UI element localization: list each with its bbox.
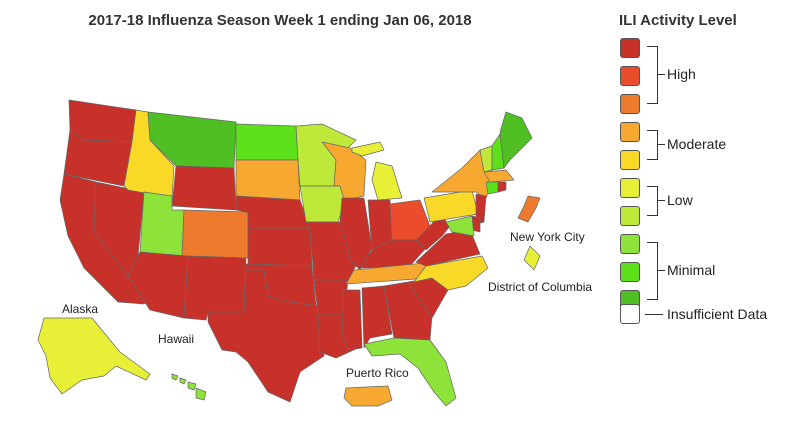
legend-tick-moderate — [657, 144, 665, 145]
state-NM[interactable] — [183, 255, 247, 321]
state-IA[interactable] — [299, 185, 347, 223]
state-AZ[interactable] — [127, 251, 189, 319]
legend-swatch-level-2 — [620, 262, 640, 282]
state-MA[interactable] — [483, 169, 515, 183]
state-CT[interactable] — [485, 181, 499, 195]
legend-tick-minimal — [657, 270, 665, 271]
legend-tick-insufficient — [645, 314, 663, 315]
legend-tick-low — [657, 200, 665, 201]
legend-swatch-level-7 — [620, 122, 640, 142]
legend-title: ILI Activity Level — [619, 12, 737, 29]
state-ME[interactable] — [499, 111, 533, 169]
legend-bracket-high — [647, 46, 658, 104]
state-AK[interactable] — [37, 317, 151, 395]
label-alaska: Alaska — [62, 302, 99, 316]
label-hawaii: Hawaii — [158, 332, 195, 346]
legend-bracket-low — [647, 186, 658, 216]
state-VA[interactable] — [415, 229, 481, 267]
legend-bracket-minimal — [647, 242, 658, 300]
state-KS[interactable] — [247, 227, 313, 267]
legend-tick-high — [657, 74, 665, 75]
state-HI-4[interactable] — [195, 387, 207, 401]
nyc-region[interactable] — [517, 195, 541, 223]
legend-swatch-level-8 — [620, 94, 640, 114]
legend-label-high: High — [667, 66, 696, 82]
legend-swatch-level-9 — [620, 66, 640, 86]
state-GA[interactable] — [383, 281, 433, 341]
label-new-york-city: New York City — [510, 230, 585, 244]
state-HI-3[interactable] — [187, 381, 197, 391]
state-HI-2[interactable] — [179, 377, 187, 385]
state-MI[interactable] — [351, 141, 385, 157]
label-puerto-rico: Puerto Rico — [346, 366, 409, 380]
label-district-of-columbia: District of Columbia — [488, 280, 593, 294]
legend-label-moderate: Moderate — [667, 136, 727, 152]
legend-swatch-level-5 — [620, 178, 640, 198]
state-RI[interactable] — [497, 181, 507, 193]
state-HI-1[interactable] — [171, 373, 179, 381]
legend-swatch-level-4 — [620, 206, 640, 226]
state-AL[interactable] — [361, 285, 393, 349]
state-ND[interactable] — [235, 123, 299, 161]
state-TX[interactable] — [207, 269, 325, 403]
legend-swatch-level-10 — [620, 38, 640, 58]
state-WA[interactable] — [68, 99, 137, 143]
state-WY[interactable] — [171, 165, 237, 211]
state-NC[interactable] — [413, 255, 489, 291]
state-FL[interactable] — [363, 337, 457, 407]
state-MI-lower[interactable] — [371, 161, 403, 201]
legend-swatch-insufficient — [620, 304, 640, 324]
legend-swatch-level-6 — [620, 150, 640, 170]
state-NJ[interactable] — [475, 193, 487, 225]
legend-bracket-moderate — [647, 130, 658, 160]
dc-region[interactable] — [523, 245, 541, 271]
state-CO[interactable] — [181, 209, 249, 259]
state-MD[interactable] — [445, 215, 475, 237]
state-PR[interactable] — [343, 385, 393, 407]
legend-label-minimal: Minimal — [667, 262, 716, 278]
legend-label-insufficient-data: Insufficient Data — [667, 306, 768, 322]
legend-swatch-level-3 — [620, 234, 640, 254]
state-MS[interactable] — [341, 289, 363, 351]
state-SD[interactable] — [235, 159, 301, 201]
legend-label-low: Low — [667, 192, 693, 208]
map-title: 2017-18 Influenza Season Week 1 ending J… — [88, 12, 472, 29]
